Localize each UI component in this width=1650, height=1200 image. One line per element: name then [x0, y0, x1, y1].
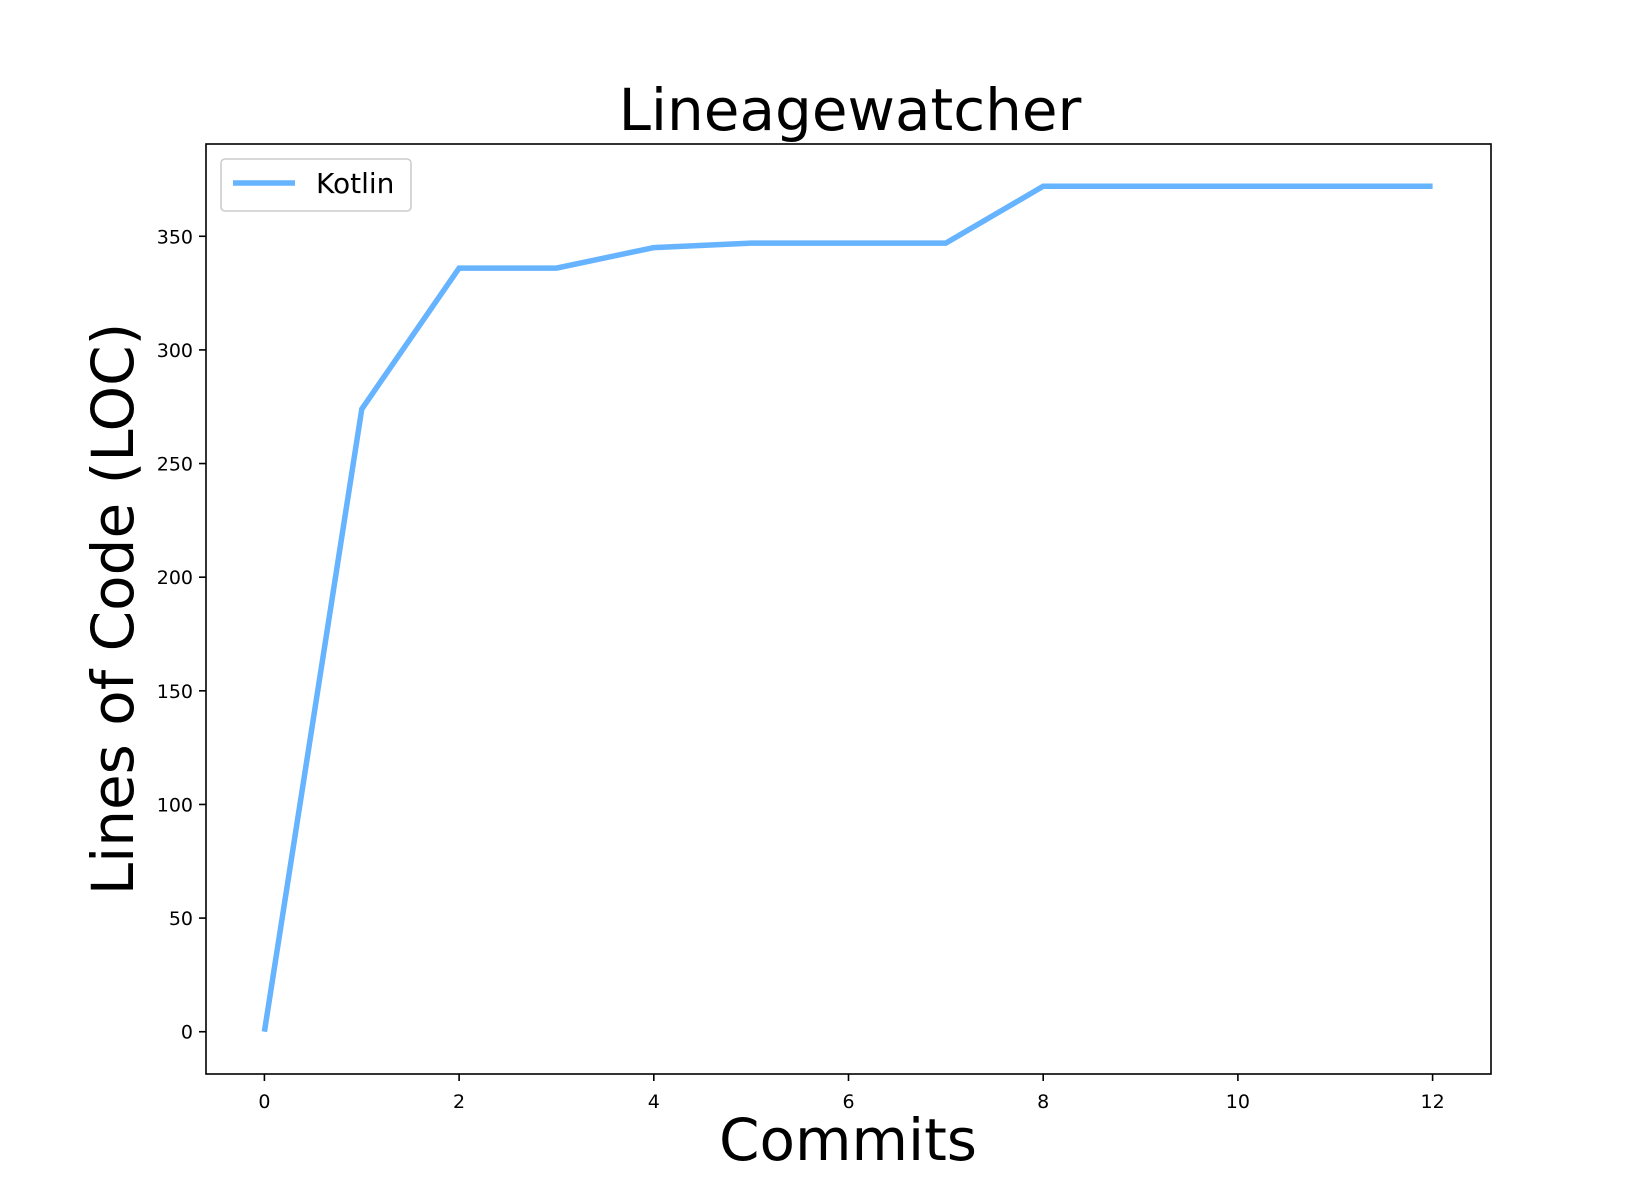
series-line-kotlin [261, 183, 1433, 1033]
plot-frame [205, 143, 1492, 1075]
chart-title: Lineagewatcher [619, 76, 1082, 144]
series-layer [261, 183, 1433, 1033]
y-axis-title: Lines of Code (LOC) [79, 323, 147, 895]
y-tick-label: 250 [157, 454, 193, 476]
y-tick-label: 50 [169, 908, 193, 930]
y-tick-label: 0 [181, 1022, 193, 1044]
x-axis-ticks: 0 2 4 6 8 10 12 [258, 1074, 1445, 1113]
y-tick-label: 350 [157, 226, 193, 248]
y-tick-label: 100 [157, 794, 193, 816]
y-tick-label: 300 [157, 340, 193, 362]
x-tick-label: 8 [1037, 1091, 1049, 1113]
x-axis-title: Commits [719, 1106, 977, 1174]
legend-box [220, 158, 412, 212]
x-tick-label: 0 [258, 1091, 270, 1113]
x-tick-label: 4 [648, 1091, 660, 1113]
y-tick-label: 200 [157, 567, 193, 589]
x-tick-label: 6 [842, 1091, 854, 1113]
plot-area: 0 2 4 6 8 10 12 0 50 100 150 200 250 300 350 [157, 143, 1492, 1113]
x-tick-label: 12 [1420, 1091, 1444, 1113]
legend-label-kotlin: Kotlin [316, 167, 394, 200]
x-tick-label: 10 [1226, 1091, 1250, 1113]
y-tick-label: 150 [157, 681, 193, 703]
legend: Kotlin [220, 158, 412, 212]
y-axis-ticks: 0 50 100 150 200 250 300 350 [157, 226, 206, 1044]
x-tick-label: 2 [453, 1091, 465, 1113]
